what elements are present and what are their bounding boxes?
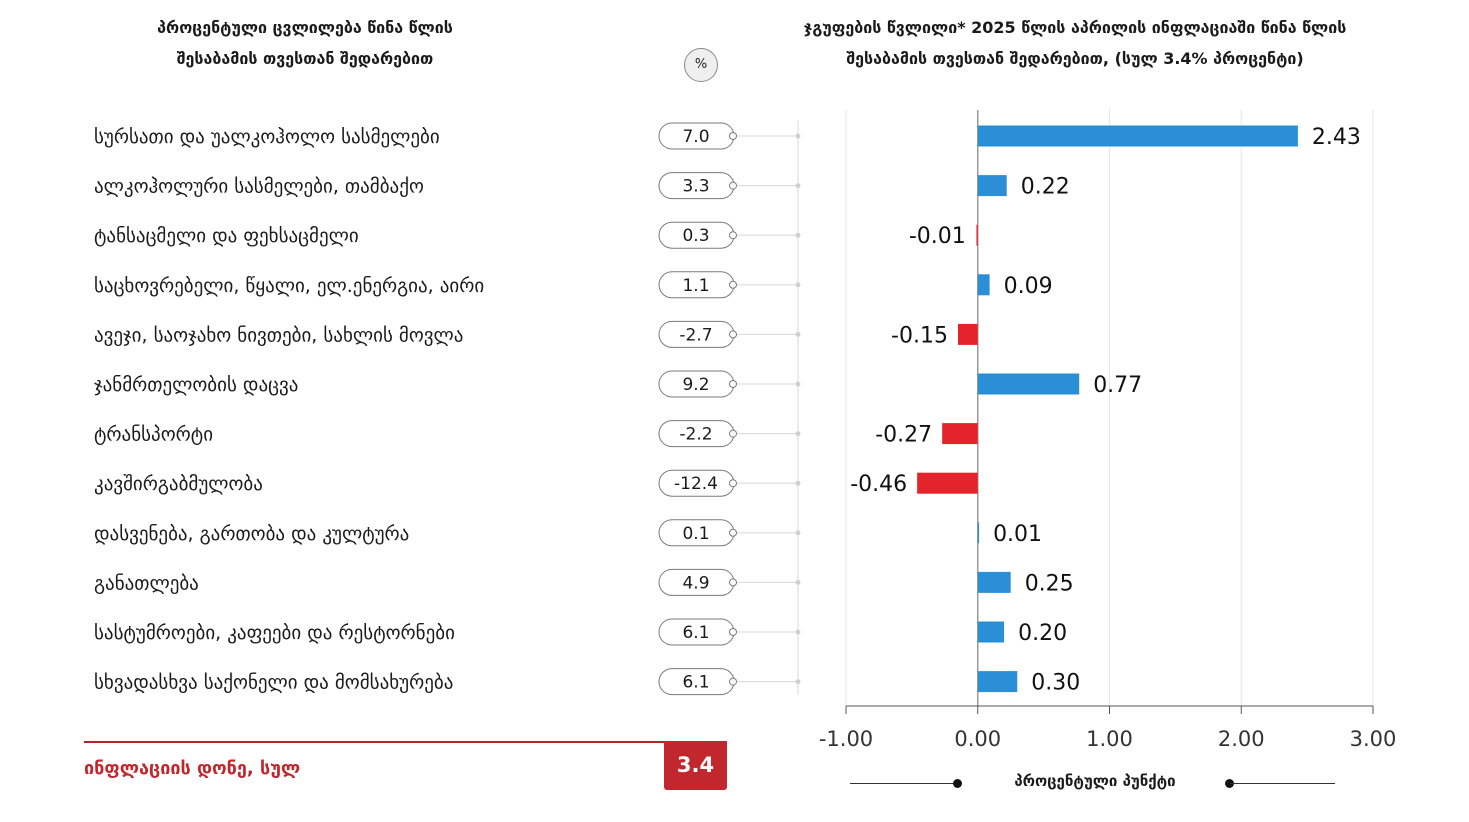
pill-end-dot — [729, 280, 737, 289]
annual-change-value: -2.7 — [679, 325, 712, 345]
legend-line-right — [1230, 783, 1335, 784]
category-label: ალკოჰოლური სასმელები, თამბაქო — [94, 176, 424, 198]
bar-value-label: 0.22 — [1021, 175, 1070, 200]
connector-dot — [795, 629, 801, 635]
contribution-bar — [917, 472, 978, 494]
connector-dot — [795, 480, 801, 486]
annual-change-value: 3.3 — [682, 177, 709, 197]
pill-end-dot — [729, 479, 737, 488]
contribution-bar — [977, 671, 1018, 693]
percent-badge: % — [684, 48, 718, 82]
pill-end-dot — [729, 181, 737, 190]
annual-change-value: 1.1 — [682, 276, 709, 296]
annual-change-value: 0.1 — [682, 524, 709, 544]
legend-line-left — [850, 783, 960, 784]
total-inflation-value: 3.4 — [664, 741, 727, 790]
bar-value-label: -0.15 — [891, 323, 948, 348]
x-tick-label: 1.00 — [1086, 727, 1133, 751]
legend-dot-left — [953, 779, 962, 788]
connector-dot — [795, 579, 801, 585]
category-label: სასტუმროები, კაფეები და რესტორნები — [94, 622, 455, 644]
bar-value-label: -0.46 — [850, 472, 907, 497]
pill-end-dot — [729, 677, 737, 686]
pill-end-dot — [729, 528, 737, 537]
category-label: ტანსაცმელი და ფეხსაცმელი — [94, 225, 359, 247]
pill-end-dot — [729, 330, 737, 339]
category-label: სხვადასხვა საქონელი და მომსახურება — [94, 672, 453, 694]
annual-change-value: 6.1 — [682, 623, 709, 643]
bar-value-label: 0.25 — [1025, 571, 1074, 596]
right-title-line-1: ჯგუფების წვლილი* 2025 წლის აპრილის ინფლა… — [803, 18, 1347, 37]
bar-value-label: -0.01 — [909, 224, 966, 249]
right-chart-title: ჯგუფების წვლილი* 2025 წლის აპრილის ინფლა… — [700, 12, 1450, 74]
connector-dot — [795, 331, 801, 337]
left-title-line-1: პროცენტული ცვლილება წინა წლის — [157, 18, 453, 37]
left-chart-title: პროცენტული ცვლილება წინა წლის შესაბამის … — [60, 12, 550, 74]
annual-change-value: -12.4 — [674, 474, 718, 494]
connector-dot — [795, 282, 801, 288]
annual-change-value: -2.2 — [679, 425, 712, 445]
bar-value-label: 0.20 — [1018, 621, 1067, 646]
contribution-bar — [977, 373, 1080, 395]
contribution-bar — [942, 423, 978, 445]
contribution-bar — [977, 175, 1007, 197]
annual-change-value: 7.0 — [682, 127, 709, 147]
pill-end-dot — [729, 578, 737, 587]
annual-change-value: 4.9 — [682, 573, 709, 593]
connector-dot — [795, 183, 801, 189]
bar-value-label: 0.77 — [1093, 373, 1142, 398]
contribution-bar — [976, 224, 978, 246]
contribution-bar — [977, 125, 1298, 147]
connector-dot — [795, 381, 801, 387]
contribution-bar — [977, 522, 980, 544]
x-tick-label: 3.00 — [1350, 727, 1397, 751]
category-label: დასვენება, გართობა და კულტურა — [94, 523, 409, 545]
connector-dot — [795, 232, 801, 238]
pill-end-dot — [729, 380, 737, 388]
contribution-bar — [977, 274, 990, 296]
legend-unit-label: პროცენტული პუნქტი — [1014, 772, 1176, 790]
contribution-bar — [977, 571, 1011, 593]
bar-value-label: 0.30 — [1031, 671, 1080, 696]
connector-dot — [795, 431, 801, 437]
connector-dot — [795, 679, 801, 685]
category-label: ავეჯი, საოჯახო ნივთები, სახლის მოვლა — [94, 324, 463, 346]
category-label: ჯანმრთელობის დაცვა — [94, 374, 298, 396]
connector-dot — [795, 133, 801, 139]
connector-dot — [795, 530, 801, 536]
bar-value-label: 2.43 — [1312, 125, 1361, 150]
x-tick-label: 0.00 — [954, 727, 1001, 751]
bar-value-label: 0.09 — [1004, 274, 1053, 299]
annual-change-value: 6.1 — [682, 673, 709, 693]
total-divider-line — [84, 741, 664, 743]
annual-change-value: 9.2 — [682, 375, 709, 395]
pill-end-dot — [729, 132, 737, 140]
annual-change-value: 0.3 — [682, 226, 709, 246]
contribution-bar — [957, 323, 978, 345]
right-title-line-2: შესაბამის თვესთან შედარებით, (სულ 3.4% პ… — [846, 49, 1304, 68]
category-label: კავშირგაბმულობა — [94, 473, 263, 495]
category-label: სურსათი და უალკოჰოლო სასმელები — [94, 126, 440, 148]
pill-end-dot — [729, 429, 737, 438]
contribution-bar — [977, 621, 1005, 643]
unit-legend: პროცენტული პუნქტი — [850, 770, 1340, 798]
legend-dot-right — [1225, 779, 1234, 788]
category-label: ტრანსპორტი — [94, 424, 213, 446]
category-label: საცხოვრებელი, წყალი, ელ.ენერგია, აირი — [94, 275, 484, 297]
pill-end-dot — [729, 628, 737, 636]
x-tick-label: 2.00 — [1218, 727, 1265, 751]
bar-value-label: 0.01 — [993, 522, 1042, 547]
x-tick-label: -1.00 — [819, 727, 873, 751]
category-label: განათლება — [94, 572, 199, 594]
pill-end-dot — [729, 231, 737, 240]
bar-value-label: -0.27 — [875, 423, 932, 448]
total-inflation-label: ინფლაციის დონე, სულ — [84, 758, 301, 779]
left-title-line-2: შესაბამის თვესთან შედარებით — [176, 49, 434, 68]
